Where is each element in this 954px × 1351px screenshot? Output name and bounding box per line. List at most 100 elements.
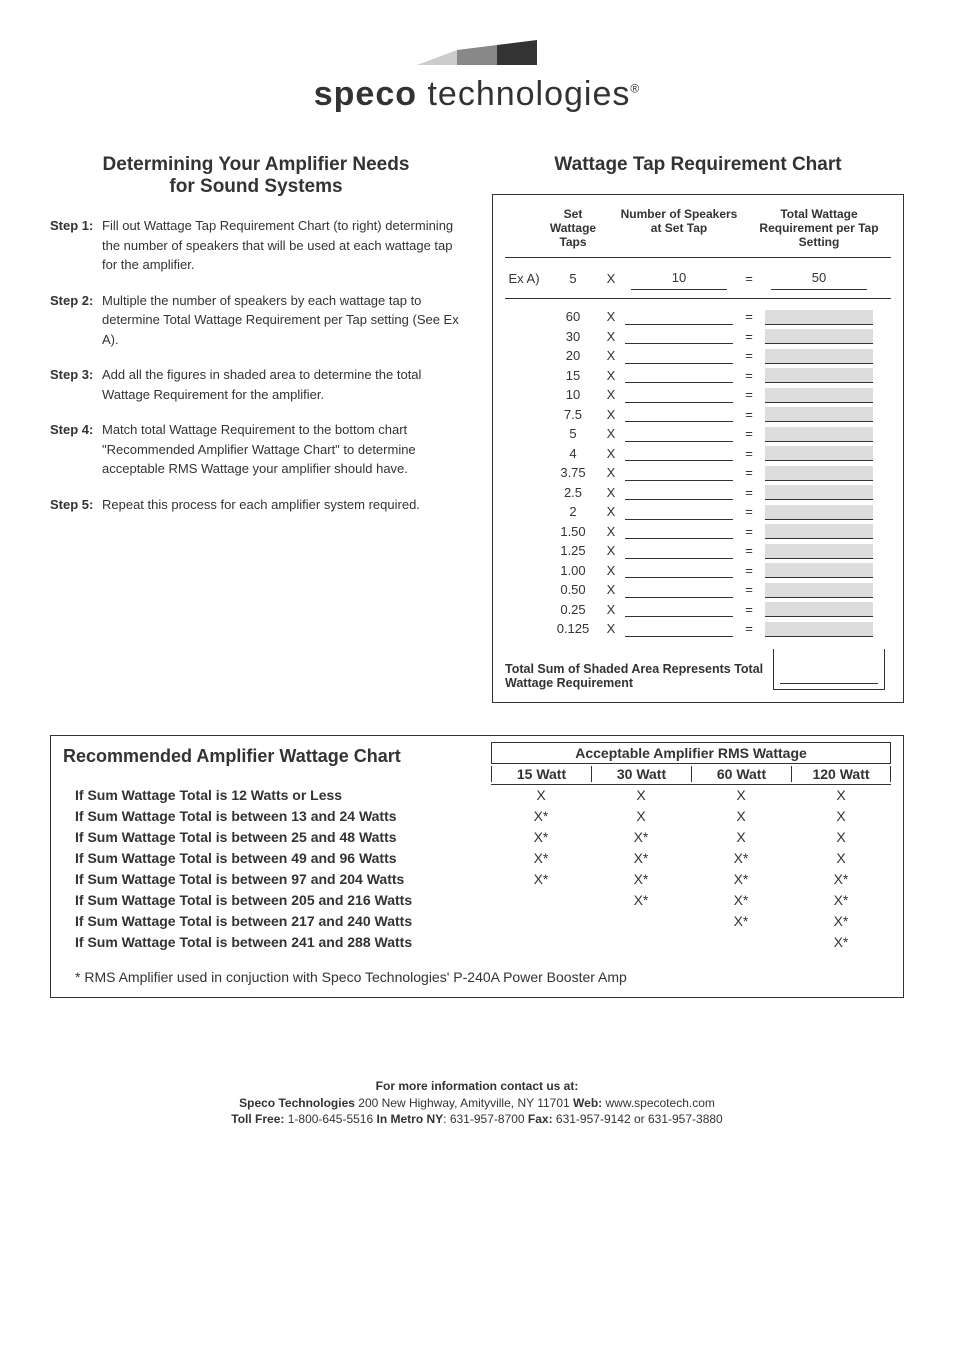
total-blank[interactable] [765,544,873,559]
total-sum-blank[interactable] [780,669,878,684]
rec-marks: X*X* [491,911,891,932]
step: Step 5:Repeat this process for each ampl… [50,495,462,515]
rec-row: If Sum Wattage Total is 12 Watts or Less… [63,785,891,806]
tap-row: 2.5 X = [505,483,891,503]
rec-mark: X [591,785,691,806]
rec-title: Recommended Amplifier Wattage Chart [63,742,491,785]
tap-row: 30 X = [505,327,891,347]
rec-mark: X [791,785,891,806]
speakers-blank[interactable] [625,446,733,461]
total-blank[interactable] [765,368,873,383]
rec-row: If Sum Wattage Total is between 241 and … [63,932,891,953]
logo-brand-light: technologies [417,75,630,113]
total-blank[interactable] [765,446,873,461]
tap-value: 2 [543,502,603,522]
total-blank[interactable] [765,466,873,481]
rec-condition: If Sum Wattage Total is between 49 and 9… [63,848,491,869]
speakers-blank[interactable] [625,349,733,364]
speakers-blank[interactable] [625,485,733,500]
total-blank[interactable] [765,329,873,344]
step-text: Add all the figures in shaded area to de… [102,365,462,404]
rec-header-row: Recommended Amplifier Wattage Chart Acce… [63,742,891,785]
total-blank[interactable] [765,388,873,403]
tap-value: 20 [543,346,603,366]
step: Step 2:Multiple the number of speakers b… [50,291,462,350]
speakers-blank[interactable] [625,427,733,442]
rec-mark: X [491,785,591,806]
mult-symbol: X [603,385,619,405]
tap-value: 1.25 [543,541,603,561]
tap-header-col1: Set Wattage Taps [543,207,603,249]
speakers-blank[interactable] [625,407,733,422]
tap-value: 10 [543,385,603,405]
acceptable-title: Acceptable Amplifier RMS Wattage [491,742,891,763]
tap-value: 30 [543,327,603,347]
rec-mark [491,911,591,932]
steps-list: Step 1:Fill out Wattage Tap Requirement … [50,216,462,514]
tap-row: 4 X = [505,444,891,464]
mult-symbol: X [603,600,619,620]
rec-mark: X* [691,890,791,911]
tap-value: 0.25 [543,600,603,620]
step: Step 4:Match total Wattage Requirement t… [50,420,462,479]
tap-value: 0.125 [543,619,603,639]
total-blank[interactable] [765,310,873,325]
speakers-blank[interactable] [625,388,733,403]
total-blank[interactable] [765,407,873,422]
eq-symbol: = [739,346,759,366]
tap-row: 0.125 X = [505,619,891,639]
speakers-blank[interactable] [625,622,733,637]
speakers-blank[interactable] [625,524,733,539]
rec-condition: If Sum Wattage Total is between 13 and 2… [63,806,491,827]
speakers-blank[interactable] [625,505,733,520]
mult-symbol: X [603,424,619,444]
total-blank[interactable] [765,583,873,598]
step-text: Fill out Wattage Tap Requirement Chart (… [102,216,462,275]
tap-row: 15 X = [505,366,891,386]
rec-mark: X* [691,869,791,890]
rec-mark: X* [691,848,791,869]
logo-brand-bold: speco [314,75,417,113]
mult-symbol: X [603,561,619,581]
tap-value: 4 [543,444,603,464]
right-column: Wattage Tap Requirement Chart Set Wattag… [492,154,904,703]
logo-text: speco technologies® [50,75,904,114]
rec-marks: X*X*X*X [491,848,891,869]
total-blank[interactable] [765,505,873,520]
tap-chart: Set Wattage Taps Number of Speakers at S… [492,194,904,703]
left-column: Determining Your Amplifier Needs for Sou… [50,154,462,703]
speakers-blank[interactable] [625,602,733,617]
step-text: Repeat this process for each amplifier s… [102,495,462,515]
watt-column-header: 30 Watt [591,766,691,782]
logo-mark-icon [417,40,537,70]
eq-symbol: = [739,580,759,600]
tap-value: 1.50 [543,522,603,542]
speakers-blank[interactable] [625,563,733,578]
tap-value: 7.5 [543,405,603,425]
total-blank[interactable] [765,524,873,539]
rec-mark: X* [491,848,591,869]
rec-condition: If Sum Wattage Total is between 241 and … [63,932,491,953]
speakers-blank[interactable] [625,544,733,559]
rec-marks: X*X*XX [491,827,891,848]
total-blank[interactable] [765,602,873,617]
rec-condition: If Sum Wattage Total is between 25 and 4… [63,827,491,848]
speakers-blank[interactable] [625,329,733,344]
rec-mark [691,932,791,953]
eq-symbol: = [739,366,759,386]
total-blank[interactable] [765,427,873,442]
speakers-blank[interactable] [625,310,733,325]
tap-value: 15 [543,366,603,386]
total-blank[interactable] [765,563,873,578]
total-blank[interactable] [765,485,873,500]
speakers-blank[interactable] [625,466,733,481]
total-blank[interactable] [765,622,873,637]
rec-mark: X* [791,890,891,911]
speakers-blank[interactable] [625,583,733,598]
rec-mark: X* [491,827,591,848]
step-text: Match total Wattage Requirement to the b… [102,420,462,479]
speakers-blank[interactable] [625,368,733,383]
tap-value: 5 [543,424,603,444]
total-blank[interactable] [765,349,873,364]
mult-symbol: X [603,346,619,366]
